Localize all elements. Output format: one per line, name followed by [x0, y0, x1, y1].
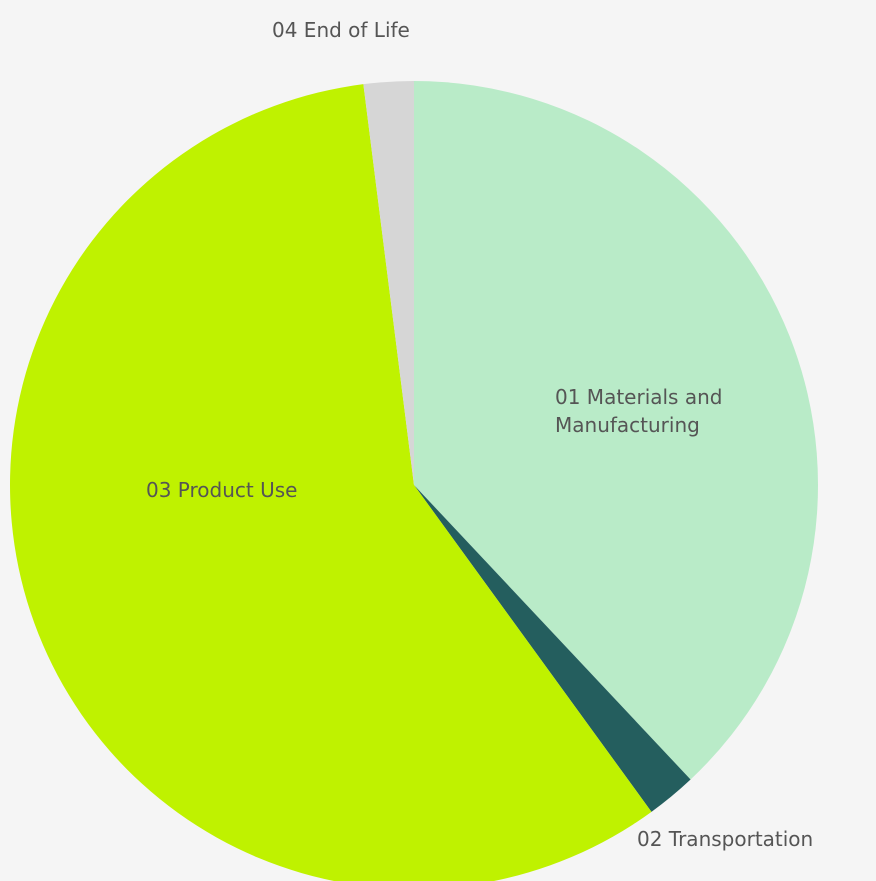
pie-slice — [414, 485, 691, 812]
slice-label: 01 Materials and Manufacturing — [555, 385, 723, 437]
slice-label: 04 End of Life — [272, 18, 410, 42]
pie-slice — [363, 81, 414, 485]
pie-slice — [414, 81, 818, 780]
pie-slice — [10, 84, 652, 881]
slice-label: 03 Product Use — [146, 478, 298, 502]
slice-label: 02 Transportation — [637, 827, 814, 851]
